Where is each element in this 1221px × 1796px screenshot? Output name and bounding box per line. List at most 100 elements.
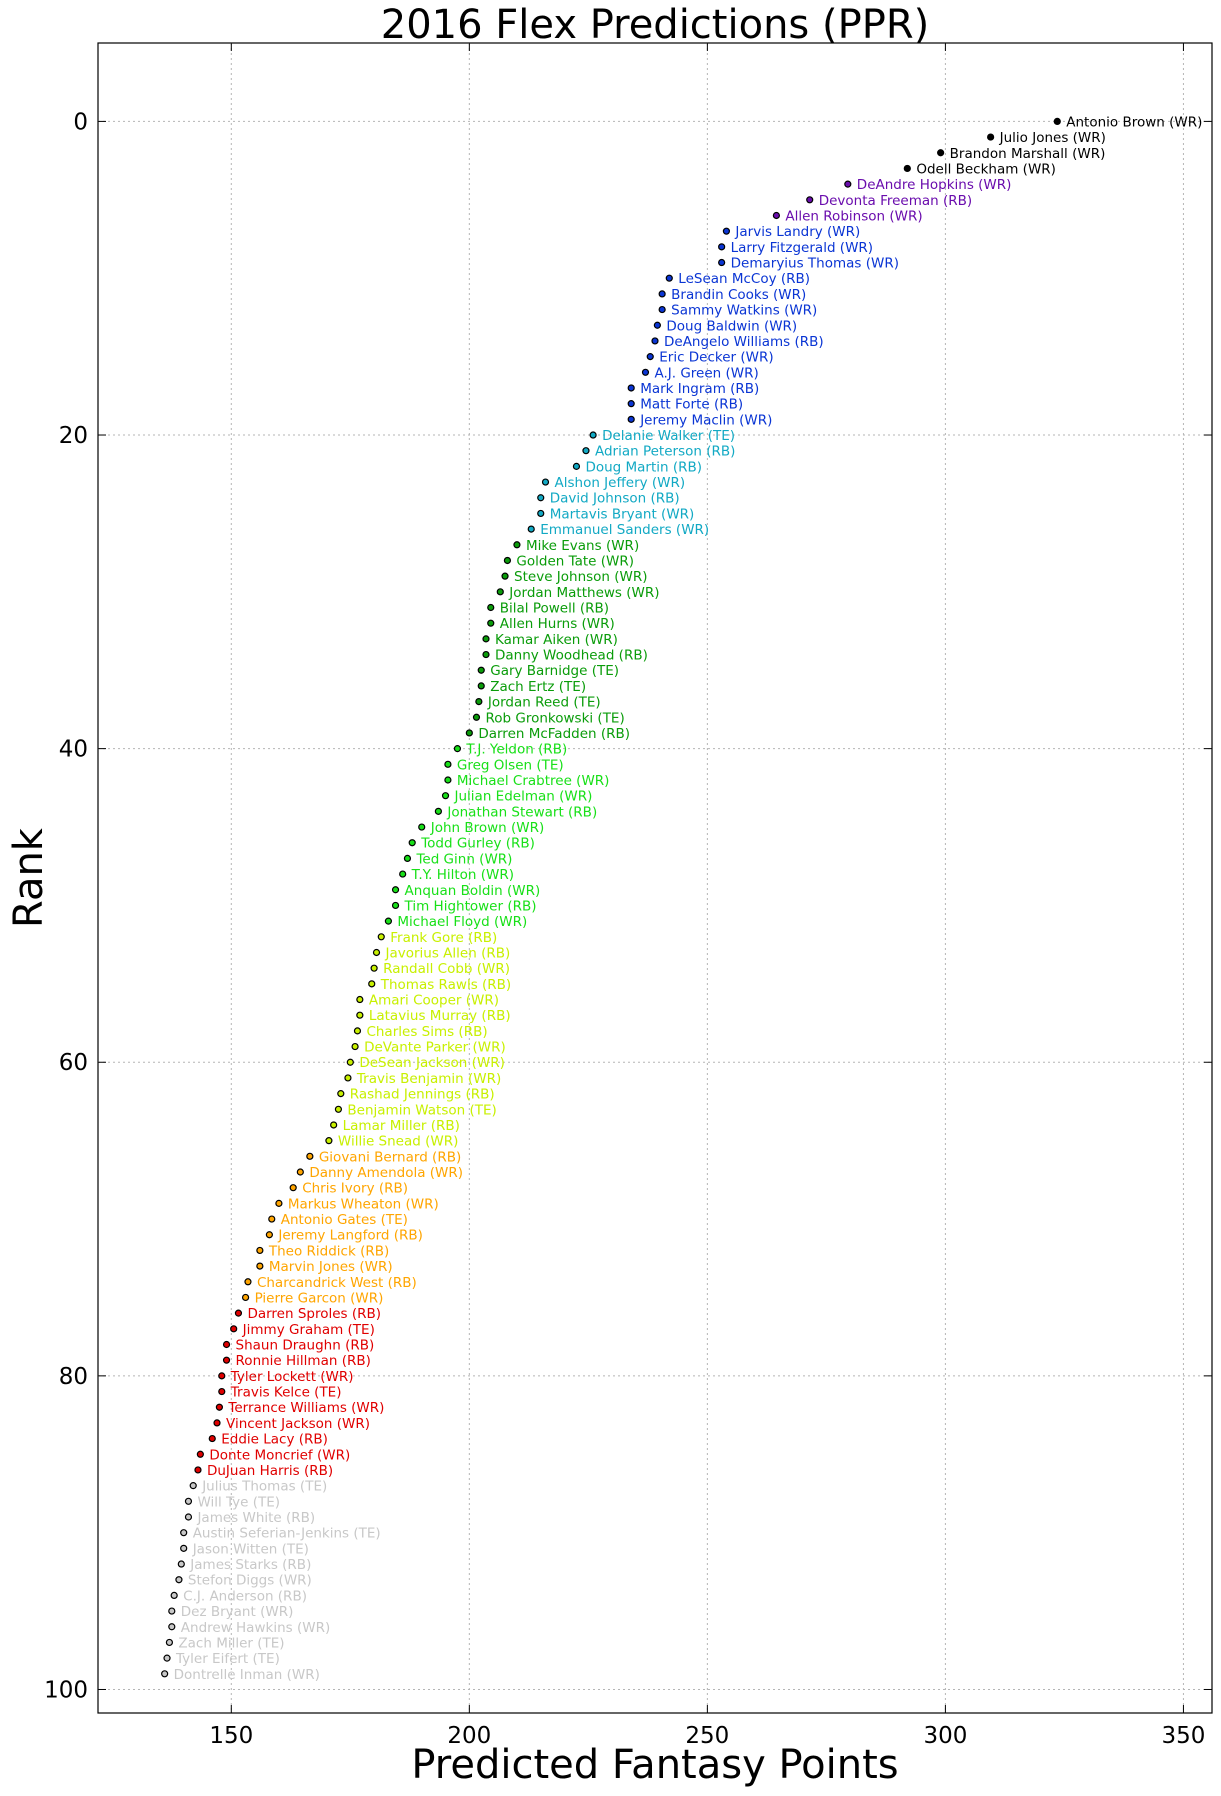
player-marker (222, 1356, 231, 1364)
player-point: Gary Barnidge (TE) (477, 663, 619, 679)
player-label: T.Y. Hilton (WR) (411, 867, 514, 883)
player-label: Michael Crabtree (WR) (457, 773, 610, 789)
player-label: Lamar Miller (RB) (343, 1118, 460, 1134)
player-label: Jimmy Graham (TE) (242, 1322, 375, 1338)
y-tick-label: 80 (59, 1364, 88, 1390)
player-marker (391, 886, 400, 894)
player-label: Tyler Lockett (WR) (230, 1369, 354, 1385)
player-point: Andrew Hawkins (WR) (168, 1620, 330, 1636)
player-label: Brandon Marshall (WR) (950, 146, 1106, 162)
player-marker (513, 541, 521, 549)
player-point: Jonathan Stewart (RB) (434, 804, 597, 820)
player-label: Javorius Allen (RB) (385, 945, 511, 961)
player-label: DeAngelo Williams (RB) (664, 334, 824, 350)
player-label: Julian Edelman (WR) (454, 789, 593, 805)
player-point: Danny Woodhead (RB) (482, 648, 648, 664)
player-label: Marvin Jones (WR) (269, 1259, 393, 1275)
player-label: Travis Kelce (TE) (230, 1385, 342, 1401)
player-marker (537, 509, 545, 518)
player-point: Javorius Allen (RB) (372, 945, 511, 961)
player-label: DuJuan Harris (RB) (207, 1463, 333, 1479)
player-marker (658, 305, 666, 314)
player-marker (334, 1105, 343, 1113)
player-point: Terrance Williams (WR) (215, 1400, 384, 1416)
player-point: Rashad Jennings (RB) (337, 1087, 495, 1103)
player-marker (403, 854, 412, 862)
player-marker (658, 290, 666, 298)
player-point: Stefon Diggs (WR) (175, 1573, 312, 1589)
player-point: Golden Tate (WR) (503, 553, 634, 569)
player-point: Doug Martin (RB) (572, 459, 702, 475)
player-point: Jeremy Langford (RB) (265, 1228, 423, 1244)
player-marker (218, 1372, 226, 1380)
player-point: Markus Wheaton (WR) (275, 1196, 439, 1212)
player-label: Doug Baldwin (WR) (666, 318, 797, 334)
player-marker (368, 980, 376, 988)
player-point: Mike Evans (WR) (513, 538, 639, 554)
player-label: Todd Gurley (RB) (420, 836, 535, 852)
player-marker (296, 1168, 304, 1176)
player-marker (356, 1011, 364, 1019)
player-label: Danny Amendola (WR) (309, 1165, 463, 1181)
player-point: David Johnson (RB) (537, 491, 680, 507)
player-marker (722, 227, 731, 235)
player-label: Charcandrick West (RB) (257, 1275, 417, 1291)
player-marker (256, 1262, 264, 1270)
player-label: Michael Floyd (WR) (397, 914, 527, 930)
player-point: James Starks (RB) (177, 1557, 311, 1573)
player-point: Tyler Eifert (TE) (163, 1651, 280, 1667)
player-point: Dontrelle Inman (WR) (161, 1667, 320, 1683)
player-point: Zach Ertz (TE) (477, 679, 586, 695)
player-marker (444, 776, 452, 784)
player-label: Eddie Lacy (RB) (221, 1432, 328, 1448)
player-label: Antonio Brown (WR) (1066, 114, 1202, 130)
player-label: Delanie Walker (TE) (602, 428, 735, 444)
player-marker (168, 1623, 176, 1631)
player-marker (184, 1497, 193, 1505)
player-label: Will Tye (TE) (197, 1494, 280, 1510)
player-label: Alshon Jeffery (WR) (555, 475, 686, 491)
player-label: Larry Fitzgerald (WR) (731, 240, 873, 256)
player-label: Markus Wheaton (WR) (288, 1196, 439, 1212)
y-tick-label: 60 (59, 1050, 88, 1076)
player-point: Willie Snead (WR) (325, 1134, 458, 1150)
data-points: Antonio Brown (WR)Julio Jones (WR)Brando… (161, 114, 1202, 1683)
player-point: Jeremy Maclin (WR) (627, 412, 772, 428)
player-marker (582, 447, 590, 455)
y-tick-label: 20 (59, 423, 88, 449)
player-point: Thomas Rawls (RB) (368, 977, 511, 993)
player-marker (475, 697, 483, 706)
player-label: Jordan Reed (TE) (487, 695, 601, 711)
player-marker (213, 1419, 221, 1427)
player-point: Ted Ginn (WR) (403, 851, 512, 867)
player-label: Willie Snead (WR) (338, 1134, 458, 1150)
player-label: Danny Woodhead (RB) (495, 648, 648, 664)
player-marker (346, 1058, 354, 1066)
player-label: Jonathan Stewart (RB) (446, 804, 597, 820)
player-point: Brandin Cooks (WR) (658, 287, 806, 303)
player-marker (465, 729, 473, 737)
x-axis-ticks: 150 200 250 300 350 (209, 43, 1205, 1749)
player-marker (844, 180, 852, 188)
player-point: Giovani Bernard (RB) (306, 1149, 461, 1165)
player-label: Chris Ivory (RB) (302, 1181, 408, 1197)
player-label: Emmanuel Sanders (WR) (540, 522, 709, 538)
player-marker (222, 1340, 231, 1349)
x-tick-label: 250 (685, 1723, 729, 1749)
player-point: Pierre Garcon (WR) (241, 1290, 383, 1306)
player-point: Darren McFadden (RB) (465, 726, 630, 742)
player-label: DeVante Parker (WR) (364, 1040, 506, 1056)
player-marker (653, 321, 661, 329)
player-point: Julio Jones (WR) (987, 130, 1106, 146)
player-label: Frank Gore (RB) (390, 930, 497, 946)
player-label: Mark Ingram (RB) (640, 381, 759, 397)
player-point: C.J. Anderson (RB) (170, 1588, 307, 1604)
player-marker (477, 682, 485, 690)
player-label: Austin Seferian-Jenkins (TE) (193, 1526, 381, 1542)
player-marker (163, 1654, 171, 1662)
player-point: Tyler Lockett (WR) (218, 1369, 354, 1385)
player-point: Will Tye (TE) (184, 1494, 280, 1510)
player-label: Anquan Boldin (WR) (405, 883, 541, 899)
player-point: DeSean Jackson (WR) (346, 1055, 505, 1071)
player-marker (337, 1090, 345, 1098)
